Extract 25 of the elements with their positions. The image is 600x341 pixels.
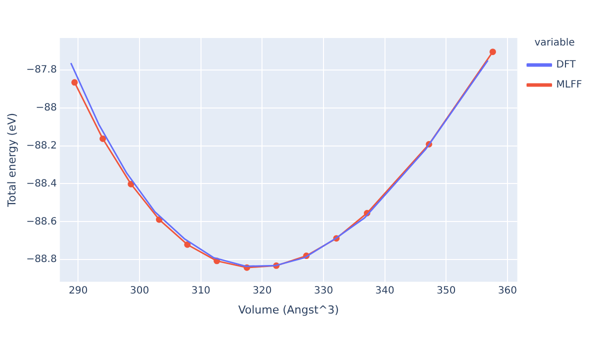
legend-title: variable: [534, 38, 575, 49]
y-tick-label: −88: [36, 102, 57, 114]
y-tick-label: −87.8: [26, 64, 57, 76]
x-tick-label: 310: [191, 285, 210, 296]
point: [490, 48, 496, 56]
y-tick-label: −88.2: [26, 140, 57, 152]
point: [128, 180, 134, 188]
point: [184, 241, 191, 248]
legend-label: DFT: [556, 60, 577, 71]
x-tick-label: 300: [130, 285, 150, 296]
x-tick-label: 360: [498, 285, 518, 296]
x-tick-label: 330: [314, 285, 334, 296]
point: [156, 216, 162, 223]
x-tick-label: 350: [436, 285, 456, 296]
x-tick-label: 290: [68, 285, 88, 296]
y-tick-label: −88.4: [26, 178, 57, 190]
x-tick-label: 340: [375, 285, 394, 296]
y-tick-label: −88.6: [26, 216, 57, 228]
point: [71, 79, 78, 86]
y-tick-label: −88.8: [26, 254, 57, 266]
point: [100, 135, 106, 142]
y-axis-title: Total energy (eV): [5, 112, 18, 208]
legend-label: MLFF: [556, 80, 582, 91]
x-axis-title: Volume (Angst^3): [238, 303, 339, 316]
x-tick-label: 320: [252, 285, 272, 296]
